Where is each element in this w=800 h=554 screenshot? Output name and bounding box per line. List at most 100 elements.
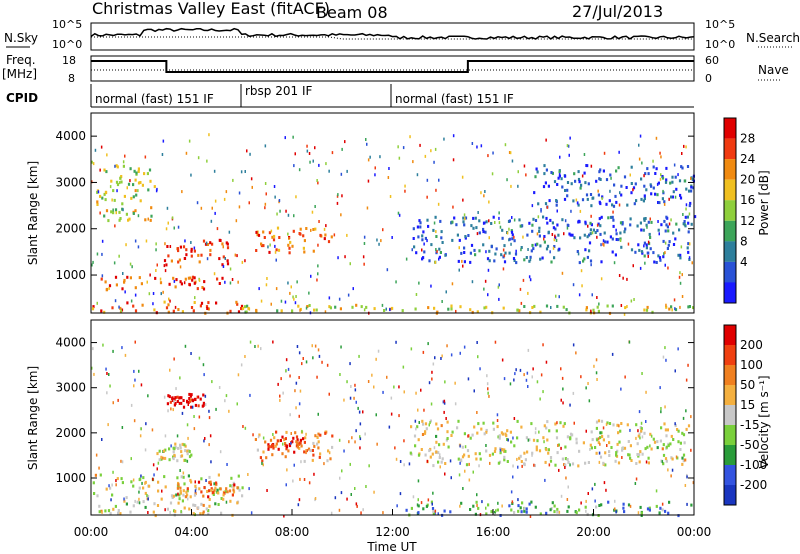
heatmap-cell <box>233 483 236 487</box>
heatmap-cell <box>647 240 650 244</box>
heatmap-cell <box>340 491 343 495</box>
heatmap-cell <box>296 345 299 348</box>
heatmap-cell <box>674 422 676 426</box>
heatmap-cell <box>141 183 144 187</box>
heatmap-cell <box>494 340 497 344</box>
heatmap-cell <box>297 503 300 507</box>
heatmap-cell <box>545 426 548 430</box>
heatmap-cell <box>363 235 366 239</box>
heatmap-cell <box>118 218 121 222</box>
heatmap-cell <box>605 422 608 426</box>
heatmap-cell <box>430 402 433 406</box>
heatmap-cell <box>651 310 654 314</box>
heatmap-cell <box>462 216 465 220</box>
heatmap-cell <box>504 432 507 436</box>
heatmap-cell <box>490 222 493 225</box>
heatmap-cell <box>146 280 148 284</box>
heatmap-cell <box>564 457 567 461</box>
heatmap-cell <box>289 413 291 417</box>
x-tick-label: 08:00 <box>275 525 310 539</box>
heatmap-cell <box>670 305 673 309</box>
heatmap-cell <box>181 310 184 314</box>
heatmap-cell <box>446 430 449 434</box>
heatmap-cell <box>173 357 175 361</box>
heatmap-cell <box>640 250 644 254</box>
heatmap-cell <box>179 376 181 380</box>
heatmap-cell <box>299 441 302 445</box>
heatmap-cell <box>191 275 195 279</box>
heatmap-cell <box>664 180 668 184</box>
power-ylabel: Slant Range [km] <box>26 161 40 265</box>
heatmap-cell <box>220 511 223 515</box>
heatmap-cell <box>650 220 653 224</box>
heatmap-cell <box>606 421 609 425</box>
heatmap-cell <box>312 356 314 360</box>
heatmap-cell <box>517 170 519 174</box>
heatmap-cell <box>491 172 494 176</box>
heatmap-cell <box>638 157 641 161</box>
heatmap-cell <box>390 396 393 400</box>
heatmap-cell <box>581 174 584 178</box>
heatmap-cell <box>566 144 569 148</box>
heatmap-cell <box>599 232 602 236</box>
heatmap-cell <box>543 440 545 444</box>
heatmap-cell <box>137 167 140 171</box>
heatmap-cell <box>457 419 460 423</box>
heatmap-cell <box>615 238 618 241</box>
heatmap-cell <box>451 282 454 286</box>
heatmap-cell <box>130 196 133 200</box>
heatmap-cell <box>469 260 472 264</box>
heatmap-cell <box>665 358 667 362</box>
y-tick-label: 1000 <box>55 268 86 282</box>
heatmap-cell <box>585 308 588 312</box>
heatmap-cell <box>293 297 295 301</box>
heatmap-cell <box>189 394 192 398</box>
heatmap-cell <box>689 201 692 205</box>
heatmap-cell <box>177 446 180 450</box>
heatmap-cell <box>103 214 106 218</box>
heatmap-cell <box>231 278 234 281</box>
heatmap-cell <box>173 454 176 457</box>
heatmap-cell <box>580 501 582 505</box>
heatmap-cell <box>504 251 507 255</box>
heatmap-cell <box>592 196 595 200</box>
heatmap-cell <box>611 352 614 356</box>
heatmap-cell <box>510 184 512 188</box>
heatmap-cell <box>127 218 130 222</box>
heatmap-cell <box>166 507 169 511</box>
velocity-colorbar-label: Velocity [m s⁻¹] <box>757 375 771 468</box>
heatmap-cell <box>608 422 612 425</box>
heatmap-cell <box>501 358 504 362</box>
heatmap-cell <box>315 308 318 312</box>
heatmap-cell <box>276 309 279 313</box>
heatmap-cell <box>444 472 446 476</box>
colorbar-tick-label: -15 <box>740 418 760 432</box>
heatmap-cell <box>180 396 183 400</box>
heatmap-cell <box>646 225 648 229</box>
heatmap-cell <box>91 263 93 267</box>
heatmap-cell <box>662 355 665 359</box>
heatmap-cell <box>666 247 669 250</box>
heatmap-cell <box>525 378 528 382</box>
colorbar-swatch <box>724 465 736 485</box>
heatmap-cell <box>503 254 506 258</box>
heatmap-cell <box>649 247 652 251</box>
heatmap-cell <box>589 443 592 447</box>
heatmap-cell <box>148 168 152 172</box>
colorbar-swatch <box>724 485 736 505</box>
power-panel-frame <box>90 112 695 314</box>
heatmap-cell <box>561 218 564 222</box>
heatmap-cell <box>644 261 646 265</box>
nsky-tick-top: 10^5 <box>52 18 82 31</box>
heatmap-cell <box>527 438 530 442</box>
heatmap-cell <box>373 490 375 494</box>
heatmap-cell <box>477 355 479 359</box>
heatmap-cell <box>513 259 516 262</box>
heatmap-cell <box>167 394 170 398</box>
heatmap-cell <box>429 455 432 459</box>
heatmap-cell <box>276 439 279 443</box>
heatmap-cell <box>318 354 321 358</box>
heatmap-cell <box>547 184 550 188</box>
